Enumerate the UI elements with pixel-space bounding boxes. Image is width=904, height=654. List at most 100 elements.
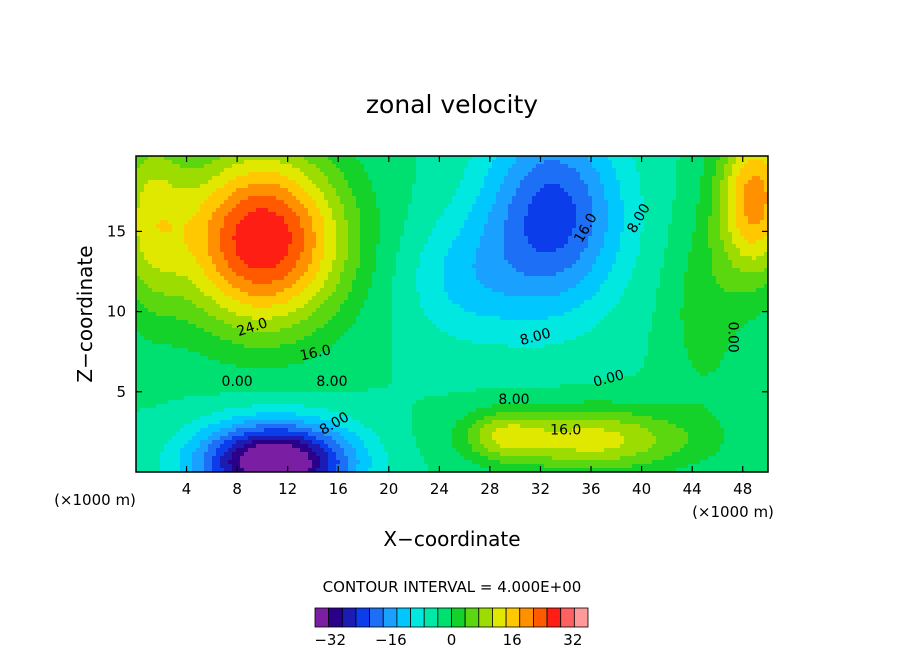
field-cell: [480, 200, 485, 205]
field-cell: [500, 240, 505, 245]
field-cell: [660, 236, 665, 241]
field-cell: [316, 252, 321, 257]
field-cell: [188, 156, 193, 161]
field-cell: [680, 232, 685, 237]
field-cell: [452, 212, 457, 217]
field-cell: [304, 200, 309, 205]
field-cell: [144, 204, 149, 209]
field-cell: [224, 216, 229, 221]
field-cell: [308, 196, 313, 201]
field-cell: [344, 212, 349, 217]
field-cell: [216, 236, 221, 241]
field-cell: [392, 256, 397, 261]
field-cell: [384, 248, 389, 253]
field-cell: [384, 192, 389, 197]
field-cell: [712, 232, 717, 237]
field-cell: [144, 180, 149, 185]
field-cell: [440, 156, 445, 161]
field-cell: [472, 260, 477, 265]
field-cell: [272, 192, 277, 197]
field-cell: [300, 160, 305, 165]
field-cell: [656, 156, 661, 161]
field-cell: [512, 232, 517, 237]
field-cell: [596, 252, 601, 257]
field-cell: [732, 164, 737, 169]
field-cell: [172, 184, 177, 189]
field-cell: [168, 156, 173, 161]
field-cell: [264, 256, 269, 261]
field-cell: [652, 260, 657, 265]
field-cell: [424, 268, 429, 273]
field-cell: [512, 236, 517, 241]
field-cell: [288, 200, 293, 205]
field-cell: [748, 264, 753, 269]
field-cell: [392, 176, 397, 181]
field-cell: [260, 224, 265, 229]
field-cell: [712, 236, 717, 241]
field-cell: [592, 220, 597, 225]
field-cell: [664, 240, 669, 245]
field-cell: [324, 232, 329, 237]
field-cell: [268, 188, 273, 193]
field-cell: [424, 164, 429, 169]
field-cell: [532, 196, 537, 201]
field-cell: [268, 280, 273, 285]
field-cell: [504, 248, 509, 253]
field-cell: [212, 160, 217, 165]
field-cell: [312, 228, 317, 233]
field-cell: [588, 224, 593, 229]
field-cell: [276, 240, 281, 245]
field-cell: [640, 248, 645, 253]
field-cell: [260, 204, 265, 209]
field-cell: [564, 208, 569, 213]
field-cell: [616, 204, 621, 209]
field-cell: [700, 156, 705, 161]
field-cell: [468, 176, 473, 181]
field-cell: [520, 280, 525, 285]
field-cell: [488, 236, 493, 241]
field-cell: [484, 228, 489, 233]
field-cell: [468, 256, 473, 261]
field-cell: [216, 216, 221, 221]
field-cell: [280, 280, 285, 285]
field-cell: [160, 196, 165, 201]
field-cell: [348, 272, 353, 277]
field-cell: [136, 232, 141, 237]
field-cell: [168, 184, 173, 189]
field-cell: [584, 180, 589, 185]
field-cell: [548, 164, 553, 169]
field-cell: [304, 192, 309, 197]
field-cell: [344, 216, 349, 221]
field-cell: [736, 276, 741, 281]
field-cell: [512, 176, 517, 181]
field-cell: [144, 156, 149, 161]
field-cell: [436, 184, 441, 189]
field-cell: [616, 252, 621, 257]
field-cell: [468, 164, 473, 169]
field-cell: [588, 276, 593, 281]
field-cell: [704, 196, 709, 201]
field-cell: [444, 156, 449, 161]
field-cell: [196, 220, 201, 225]
field-cell: [276, 260, 281, 265]
field-cell: [280, 252, 285, 257]
field-cell: [380, 176, 385, 181]
field-cell: [176, 260, 181, 265]
field-cell: [728, 268, 733, 273]
field-cell: [744, 168, 749, 173]
field-cell: [296, 208, 301, 213]
field-cell: [752, 192, 757, 197]
field-cell: [428, 172, 433, 177]
field-cell: [572, 228, 577, 233]
field-cell: [476, 176, 481, 181]
field-cell: [352, 252, 357, 257]
field-cell: [752, 240, 757, 245]
field-cell: [684, 208, 689, 213]
field-cell: [272, 240, 277, 245]
field-cell: [748, 200, 753, 205]
field-cell: [312, 272, 317, 277]
field-cell: [236, 172, 241, 177]
field-cell: [264, 232, 269, 237]
field-cell: [168, 192, 173, 197]
field-cell: [688, 236, 693, 241]
